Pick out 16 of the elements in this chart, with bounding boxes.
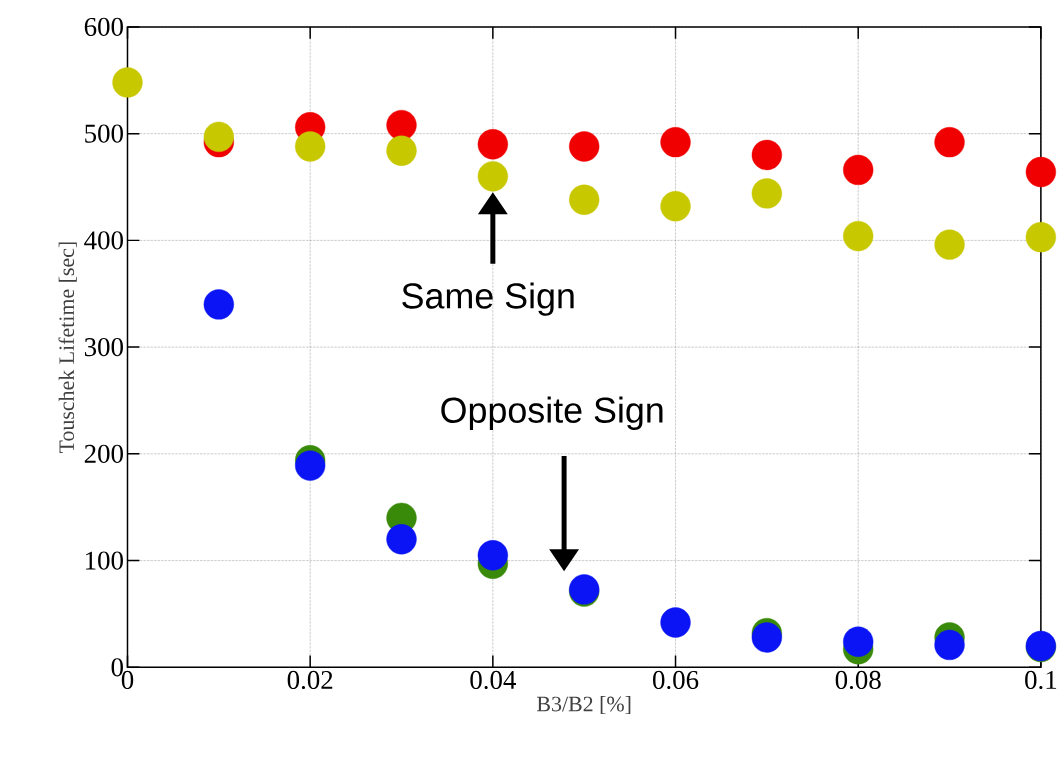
y-tick-label: 0 — [111, 658, 123, 677]
x-tick-label: 0.04 — [470, 670, 516, 690]
y-tick-label: 100 — [86, 551, 123, 570]
x-tick-label: 0.1 — [1025, 670, 1057, 690]
y-tick-label: 500 — [85, 124, 123, 143]
x-tick-label: 0.06 — [653, 670, 699, 690]
x-axis-title: B3/B2 [%] — [537, 695, 631, 715]
x-tick-label: 0.02 — [287, 670, 333, 690]
annotation: Same Sign — [402, 282, 574, 316]
x-tick-label: 0.08 — [835, 670, 881, 690]
y-tick-label: 300 — [84, 338, 123, 357]
y-tick-label: 200 — [84, 444, 123, 463]
y-axis-title: Touschek Lifetime [sec] — [58, 242, 77, 454]
annotation: Opposite Sign — [441, 396, 663, 431]
y-tick-label: 400 — [84, 231, 123, 250]
y-tick-label: 600 — [84, 17, 123, 36]
